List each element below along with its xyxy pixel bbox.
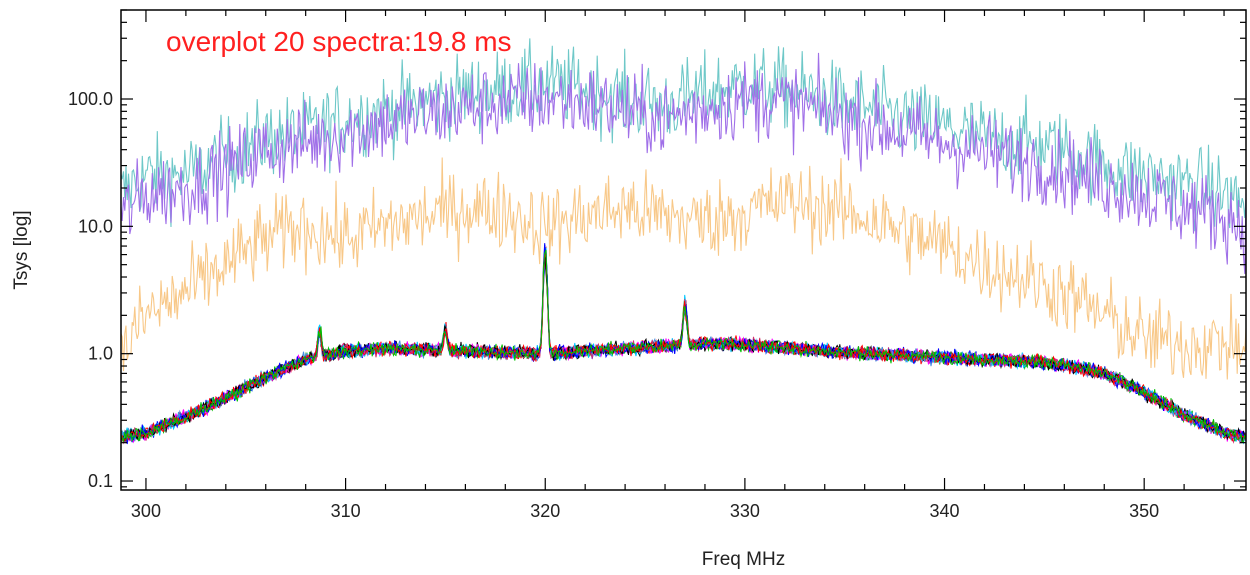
spectrum-line-6 (120, 253, 1247, 444)
spectrum-line-8 (120, 263, 1247, 444)
series-upper-line-2 (120, 52, 1247, 274)
y-tick-label: 0.1 (88, 471, 113, 491)
x-tick-label: 330 (730, 501, 760, 521)
spectrum-line-12 (120, 252, 1247, 442)
axis-tick-labels: 300 310 320 330 340 350 0.1 1.0 10.0 100.0 (68, 89, 1159, 521)
x-tick-label: 350 (1129, 501, 1159, 521)
x-tick-label: 310 (331, 501, 361, 521)
spectrum-line-3 (120, 249, 1247, 443)
axis-ticks (121, 9, 1246, 490)
spectrum-line-15 (120, 265, 1247, 444)
spectrum-line-17 (120, 253, 1247, 443)
x-tick-label: 300 (131, 501, 161, 521)
spectrum-line-2 (120, 256, 1247, 442)
y-axis-label: Tsys [log] (11, 210, 32, 289)
spectrum-line-10 (120, 243, 1247, 443)
plot-lines (120, 38, 1247, 445)
spectrum-line-11 (120, 246, 1247, 442)
x-axis-label: Freq MHz (702, 549, 785, 570)
spectrum-line-5 (120, 251, 1247, 443)
spectrum-line-16 (120, 256, 1247, 445)
y-tick-label: 10.0 (78, 216, 113, 236)
spectrum-line-9 (120, 249, 1247, 443)
spectrum-line-4 (120, 259, 1247, 443)
spectrum-line-1 (120, 250, 1247, 442)
series-upper-line-1 (120, 38, 1247, 232)
spectrum-line-13 (120, 253, 1247, 444)
chart-annotation: overplot 20 spectra:19.8 ms (166, 26, 512, 57)
spectrum-line-14 (120, 247, 1247, 445)
x-tick-label: 320 (530, 501, 560, 521)
spectrum-line-7 (120, 258, 1247, 442)
y-tick-label: 1.0 (88, 344, 113, 364)
spectrum-line-20 (120, 249, 1247, 443)
plot-frame (120, 9, 1247, 491)
series-upper-line-3 (120, 157, 1247, 380)
x-tick-label: 340 (930, 501, 960, 521)
y-tick-label: 100.0 (68, 89, 113, 109)
spectrum-line-19 (120, 253, 1247, 443)
spectrum-line-18 (120, 244, 1247, 445)
